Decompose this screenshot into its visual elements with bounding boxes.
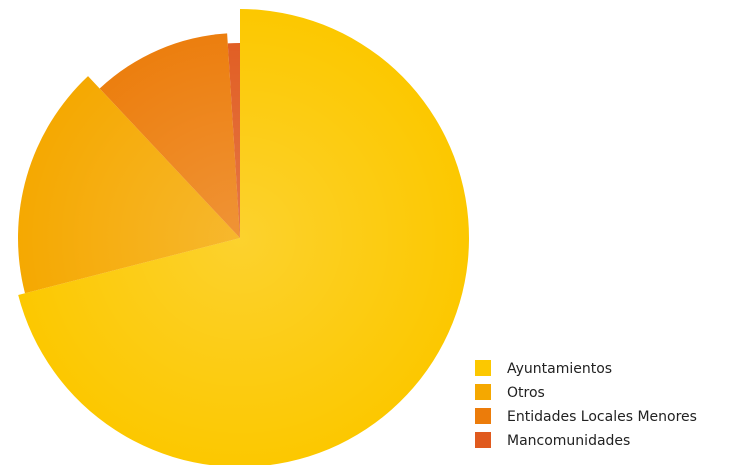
legend-swatch bbox=[475, 408, 491, 424]
slice-shine bbox=[99, 33, 240, 238]
slice-shine bbox=[18, 76, 240, 294]
legend-label: Otros bbox=[507, 385, 545, 401]
legend-swatch bbox=[475, 384, 491, 400]
slice-shine bbox=[18, 9, 469, 465]
slice-shine bbox=[227, 43, 240, 238]
legend-swatch bbox=[475, 432, 491, 448]
legend-label: Ayuntamientos bbox=[507, 361, 612, 377]
legend: Ayuntamientos Otros Entidades Locales Meno… bbox=[475, 360, 697, 449]
pie bbox=[18, 9, 469, 465]
legend-swatch bbox=[475, 360, 491, 376]
legend-label: Mancomunidades bbox=[507, 433, 630, 449]
legend-label: Entidades Locales Menores bbox=[507, 409, 697, 425]
